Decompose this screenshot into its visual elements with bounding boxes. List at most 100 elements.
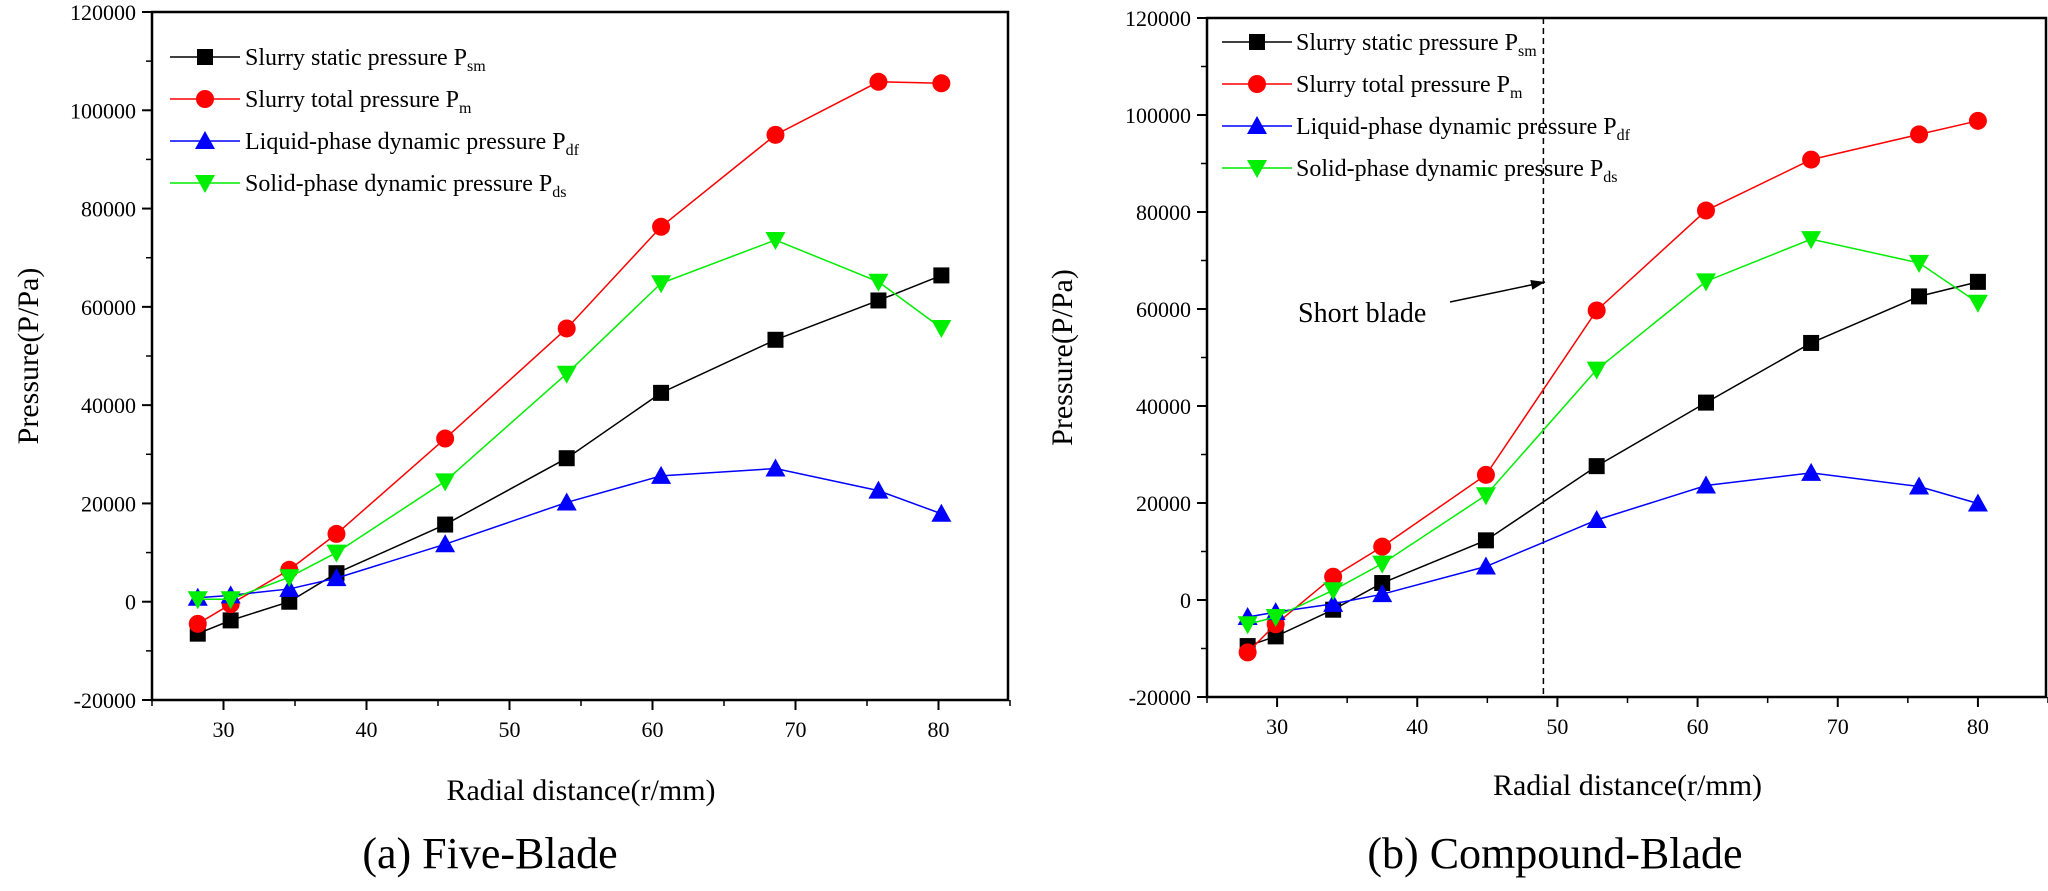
x-tick-label: 30	[1266, 714, 1288, 739]
data-point	[653, 384, 670, 401]
data-point	[1910, 125, 1929, 144]
x-tick-label: 80	[928, 717, 950, 742]
data-point	[1588, 458, 1605, 475]
legend-marker	[195, 175, 215, 193]
data-point	[326, 568, 347, 587]
legend-entry: Slurry total pressure Pm	[1296, 72, 1523, 102]
data-point	[1909, 254, 1930, 273]
data-point	[1323, 582, 1344, 601]
panel-five-blade: 30 40 50 60 70 80 -20000 0 20000 40000 60000 80000 1…	[12, 0, 1011, 878]
data-point	[279, 569, 300, 588]
data-point	[1373, 537, 1392, 556]
data-point	[1586, 361, 1607, 380]
data-point	[1374, 575, 1391, 592]
panel-caption: (a) Five-Blade	[362, 829, 617, 878]
data-point	[1372, 555, 1393, 574]
data-point	[436, 429, 455, 448]
data-point	[651, 465, 672, 484]
data-point	[557, 319, 576, 338]
data-point	[931, 319, 952, 338]
data-point	[556, 365, 577, 384]
x-tick-label: 60	[642, 717, 664, 742]
data-point	[766, 125, 785, 144]
legend-entry: Liquid-phase dynamic pressure Pdf	[1296, 114, 1631, 144]
data-point	[188, 614, 207, 633]
series-line	[1247, 120, 1979, 653]
data-point	[1477, 532, 1494, 549]
data-point	[931, 503, 952, 522]
data-point	[767, 331, 784, 348]
series-line	[1247, 281, 1979, 647]
legend-marker	[1248, 75, 1266, 93]
series-line	[197, 274, 942, 635]
legend: Slurry static pressure Psm Slurry total p…	[170, 45, 580, 201]
data-point	[1909, 476, 1930, 495]
y-tick-label: 0	[1180, 588, 1191, 613]
legend-entry: Solid-phase dynamic pressure Pds	[245, 171, 567, 201]
x-axis-title: Radial distance(r/mm)	[446, 774, 715, 807]
series-line	[197, 239, 942, 601]
data-point	[1475, 487, 1496, 506]
data-point	[1969, 273, 1986, 290]
data-point	[279, 578, 300, 597]
series-sm	[1239, 273, 1986, 655]
y-tick-label: 40000	[1136, 394, 1191, 419]
y-tick-label: 120000	[70, 0, 136, 25]
legend-entry: Slurry static pressure Psm	[1296, 30, 1537, 60]
legend-marker	[196, 90, 214, 108]
data-point	[1237, 616, 1258, 635]
legend: Slurry static pressure Psm Slurry total p…	[1222, 30, 1631, 186]
y-tick-label: 80000	[81, 197, 136, 222]
data-point	[1265, 608, 1286, 627]
short-blade-arrow	[1449, 281, 1546, 303]
x-tick-label: 40	[356, 717, 378, 742]
data-point	[1476, 465, 1495, 484]
series-ds	[187, 232, 952, 610]
series-df	[187, 458, 952, 606]
series-line	[1247, 472, 1979, 618]
data-point	[327, 524, 346, 543]
short-blade-label: Short blade	[1298, 298, 1426, 329]
data-point	[558, 450, 575, 467]
x-tick-label: 30	[213, 717, 235, 742]
data-point	[652, 217, 671, 236]
y-tick-label: 20000	[81, 491, 136, 516]
series-line	[1247, 238, 1979, 625]
legend-marker	[1247, 160, 1267, 178]
data-point	[281, 593, 298, 610]
y-axis-title: Pressure(P/Pa)	[12, 268, 45, 445]
data-point	[1372, 584, 1393, 603]
data-point	[1238, 643, 1257, 662]
y-tick-label: 100000	[1125, 103, 1191, 128]
y-tick-label: 60000	[1136, 297, 1191, 322]
data-point	[1586, 509, 1607, 528]
panel-caption: (b) Compound-Blade	[1367, 829, 1742, 878]
legend-marker	[195, 131, 215, 149]
data-point	[868, 273, 889, 292]
data-point	[1696, 201, 1715, 220]
data-point	[1267, 628, 1284, 645]
y-tick-label: -20000	[74, 688, 136, 713]
legend-entry: Slurry total pressure Pm	[245, 87, 472, 117]
short-blade-arrowhead	[1530, 279, 1545, 290]
data-point	[933, 267, 950, 284]
data-point	[870, 292, 887, 309]
x-tick-label: 60	[1687, 714, 1709, 739]
data-point	[1803, 334, 1820, 351]
data-point	[1968, 111, 1987, 130]
y-tick-label: 80000	[1136, 200, 1191, 225]
x-tick-label: 50	[499, 717, 521, 742]
data-point	[651, 275, 672, 294]
y-tick-label: 120000	[1125, 6, 1191, 31]
data-point	[868, 480, 889, 499]
data-point	[437, 516, 454, 533]
x-tick-label: 40	[1406, 714, 1428, 739]
series-sm	[189, 267, 950, 642]
data-point	[1801, 462, 1822, 481]
series-df	[1237, 462, 1988, 625]
data-point	[187, 591, 208, 610]
series-line	[197, 81, 942, 625]
data-point	[1967, 294, 1988, 313]
x-tick-label: 80	[1967, 714, 1989, 739]
